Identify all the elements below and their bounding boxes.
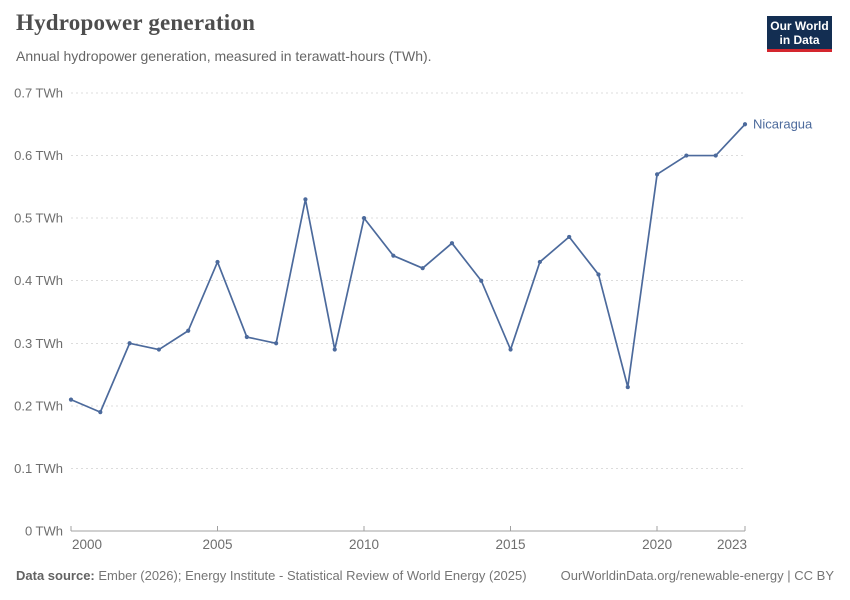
owid-logo-line1: Our World: [770, 18, 829, 33]
y-axis-tick-label: 0.7 TWh: [14, 86, 63, 101]
data-point[interactable]: [215, 259, 220, 265]
data-point[interactable]: [186, 328, 191, 333]
data-point[interactable]: [742, 122, 748, 127]
y-axis-tick-label: 0.4 TWh: [14, 273, 63, 288]
data-point[interactable]: [537, 259, 542, 265]
data-point[interactable]: [625, 384, 630, 390]
series-label[interactable]: Nicaragua: [753, 116, 813, 131]
data-point[interactable]: [156, 347, 162, 352]
data-point[interactable]: [303, 197, 308, 202]
footer-rights: OurWorldinData.org/renewable-energy | CC…: [560, 568, 834, 583]
owid-logo: Our World in Data: [767, 16, 832, 52]
data-point[interactable]: [274, 341, 279, 346]
data-point[interactable]: [420, 266, 425, 271]
y-axis-tick-label: 0.3 TWh: [14, 336, 63, 351]
x-axis-tick-label: 2000: [72, 537, 102, 552]
data-point[interactable]: [68, 397, 74, 402]
data-source-label: Data source:: [16, 568, 95, 583]
data-point[interactable]: [654, 172, 660, 177]
x-axis-tick-label: 2005: [202, 537, 232, 552]
chart-subtitle: Annual hydropower generation, measured i…: [16, 48, 432, 64]
data-point[interactable]: [332, 347, 337, 352]
x-axis-tick-label: 2020: [642, 537, 672, 552]
owid-logo-line2: in Data: [779, 32, 820, 47]
data-point[interactable]: [713, 153, 718, 158]
data-source: Data source: Ember (2026); Energy Instit…: [16, 568, 527, 583]
y-axis-tick-label: 0.6 TWh: [14, 148, 63, 163]
data-point[interactable]: [508, 347, 513, 352]
data-point[interactable]: [391, 253, 396, 258]
data-point[interactable]: [244, 334, 249, 340]
y-axis-tick-label: 0 TWh: [25, 524, 63, 539]
data-point[interactable]: [449, 241, 455, 246]
data-point[interactable]: [127, 341, 132, 346]
chart-footer: Data source: Ember (2026); Energy Instit…: [16, 568, 834, 583]
data-point[interactable]: [596, 272, 601, 277]
x-axis-tick-label: 2015: [496, 537, 526, 552]
data-point[interactable]: [98, 410, 103, 415]
x-axis-tick-label: 2010: [349, 537, 379, 552]
series-line[interactable]: [70, 123, 746, 413]
y-axis-tick-label: 0.5 TWh: [14, 211, 63, 226]
data-point[interactable]: [684, 153, 689, 158]
page-title: Hydropower generation: [16, 10, 256, 35]
data-point[interactable]: [567, 234, 572, 240]
y-axis-tick-label: 0.1 TWh: [14, 461, 63, 476]
x-axis-tick-label: 2023: [717, 537, 747, 552]
data-point[interactable]: [361, 216, 367, 221]
data-point[interactable]: [479, 278, 484, 283]
y-axis-tick-label: 0.2 TWh: [14, 398, 63, 413]
data-source-text: Ember (2026); Energy Institute - Statist…: [94, 568, 527, 583]
